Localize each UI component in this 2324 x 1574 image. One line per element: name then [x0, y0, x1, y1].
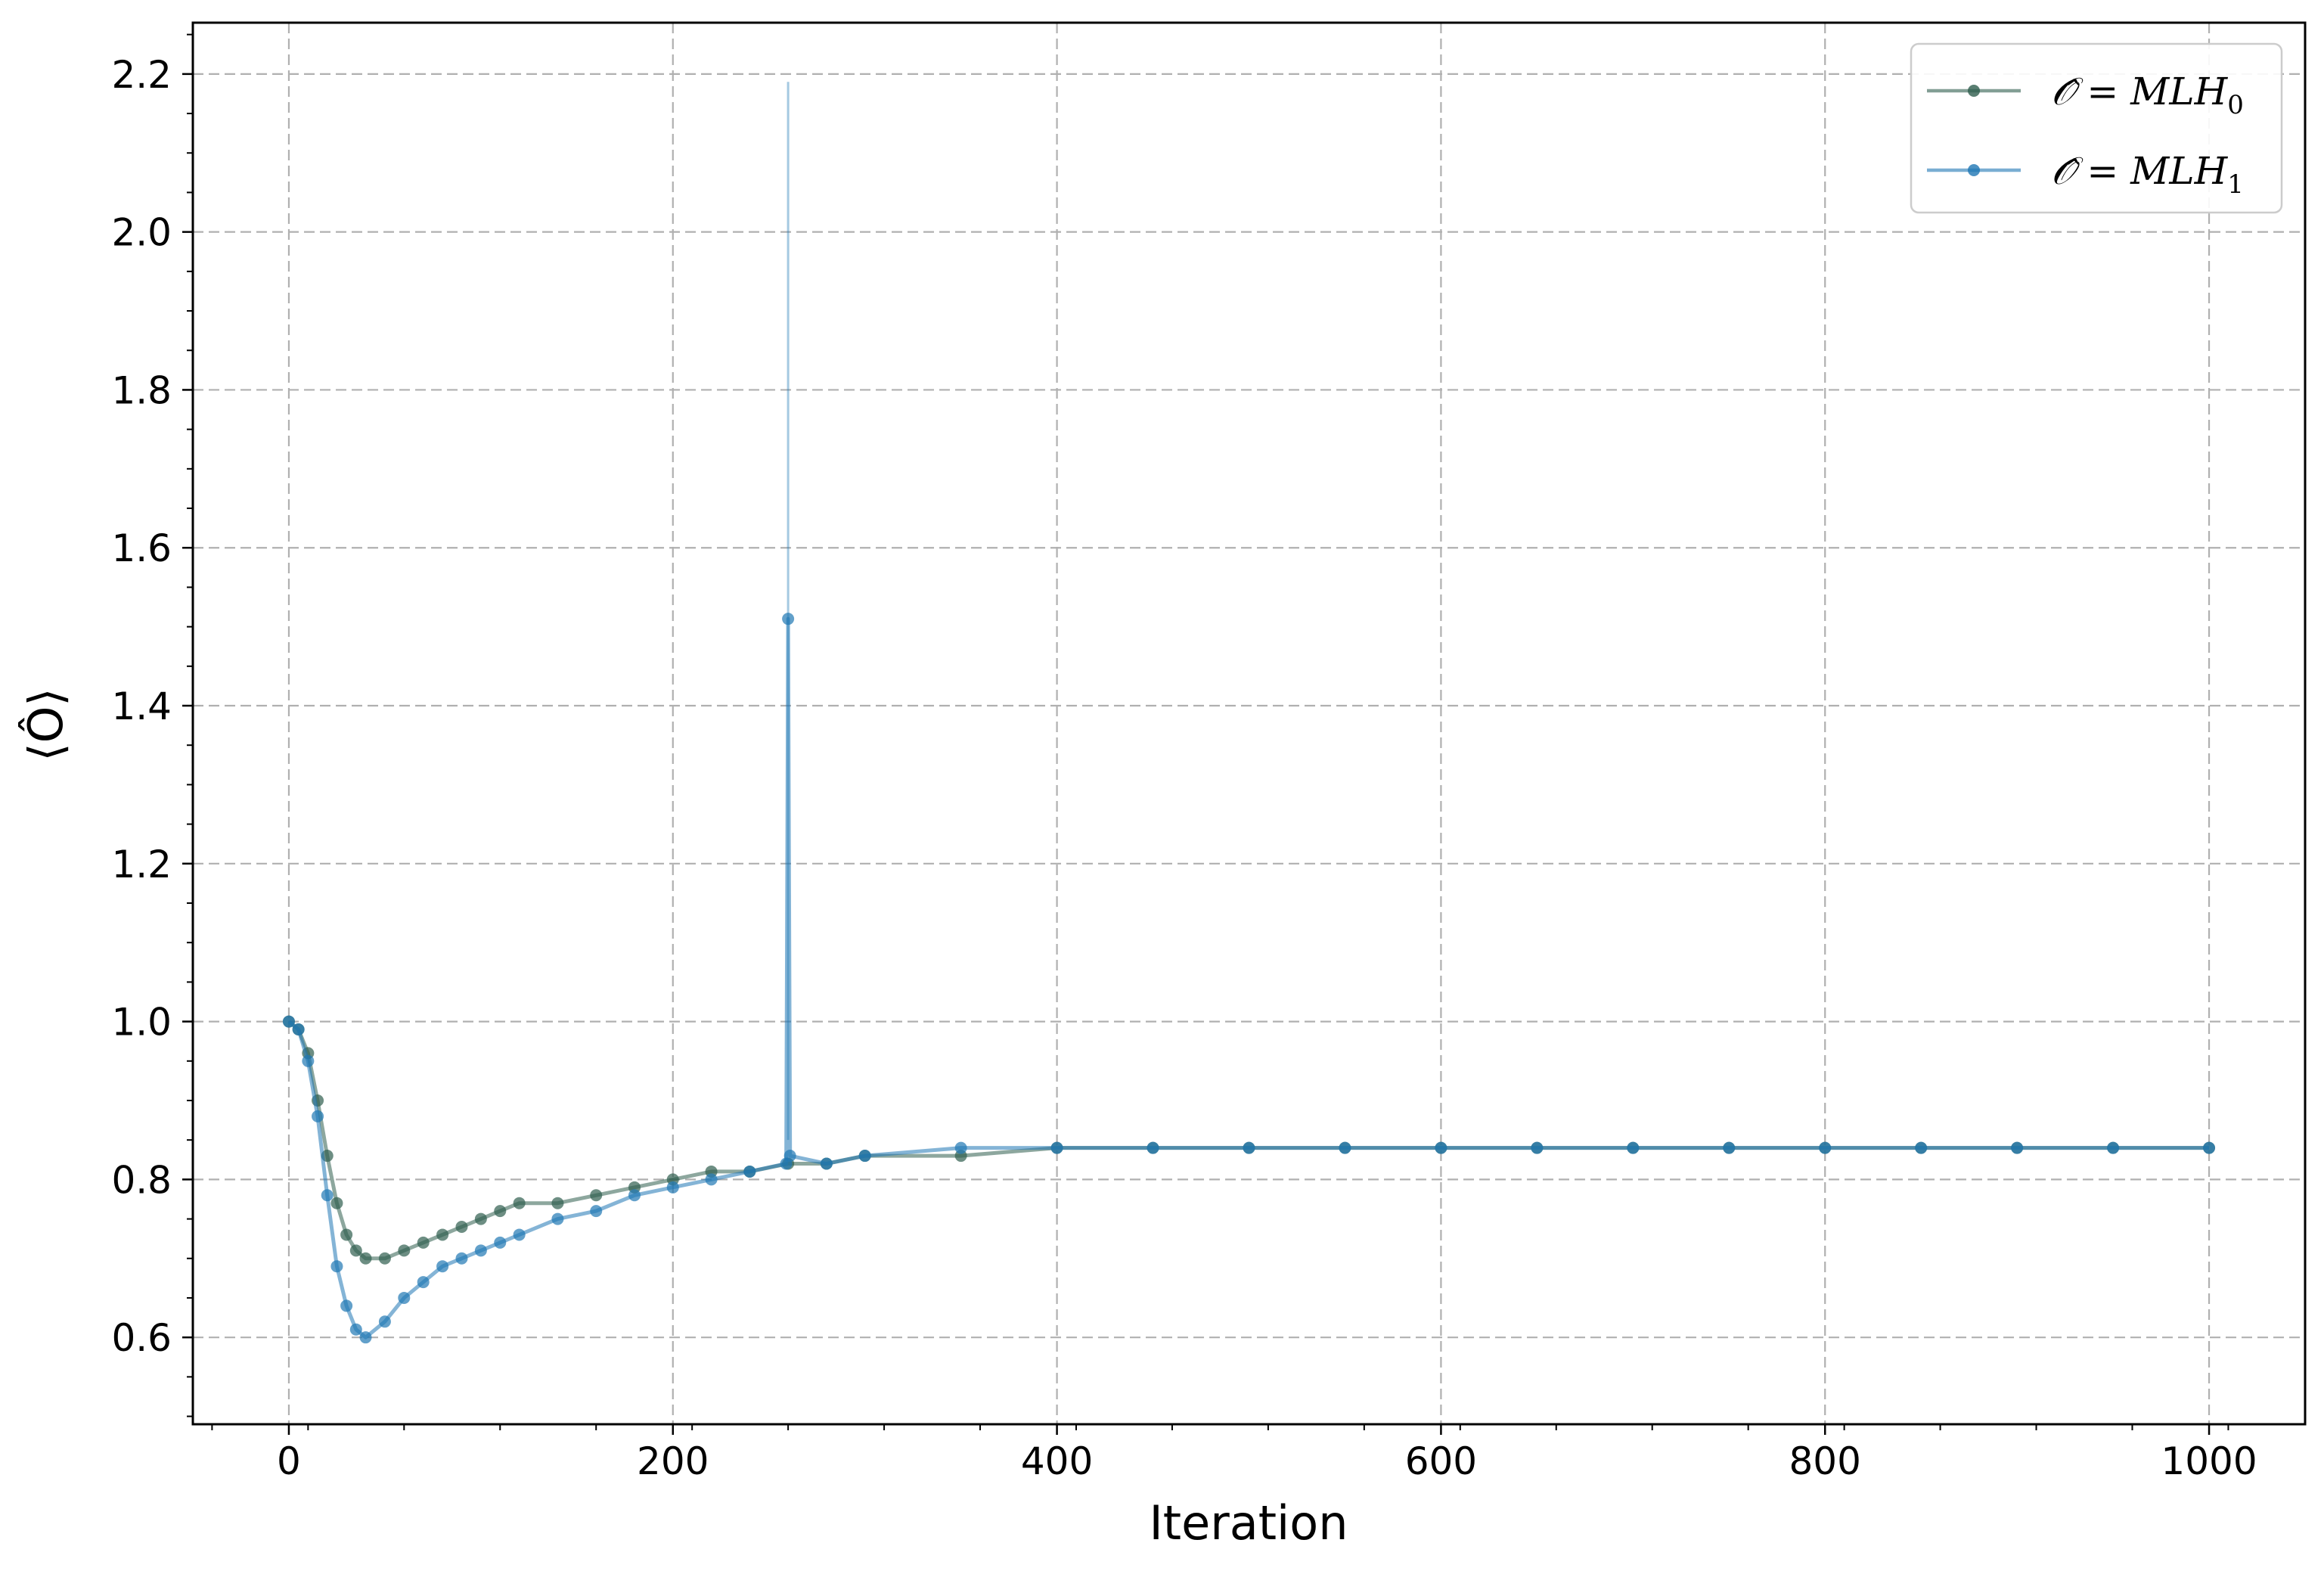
data-point-1	[417, 1276, 430, 1289]
data-point-1	[378, 1315, 391, 1328]
data-point-1	[359, 1331, 372, 1344]
data-point-1	[783, 1150, 796, 1163]
data-point-1	[2107, 1141, 2120, 1154]
data-point-1	[292, 1023, 305, 1036]
data-point-1	[2011, 1141, 2024, 1154]
x-tick-label: 200	[637, 1439, 709, 1483]
data-point-1	[1146, 1141, 1159, 1154]
data-point-1	[321, 1189, 334, 1202]
y-tick-label: 0.6	[111, 1316, 172, 1360]
legend-subscript-series-0: 0	[2227, 90, 2244, 120]
x-tick-label: 1000	[2161, 1439, 2257, 1483]
data-point-0	[359, 1252, 372, 1265]
data-point-0	[330, 1197, 343, 1209]
data-point-1	[2203, 1141, 2216, 1154]
y-tick-label: 1.0	[111, 1001, 172, 1045]
tick-labels: 0 200 400 600 800 1000 0.6 0.8 1.0 1.2 1.4 1.6 1.8 2.…	[111, 53, 2257, 1483]
y-tick-label: 1.4	[111, 685, 172, 728]
y-tick-label: 1.6	[111, 526, 172, 570]
legend-item-series-0: 𝒪̂ = MLH0	[1927, 70, 2244, 120]
data-point-0	[436, 1228, 449, 1241]
data-point-1	[1339, 1141, 1351, 1154]
data-point-1	[494, 1236, 507, 1249]
data-point-1	[1723, 1141, 1736, 1154]
grid	[193, 23, 2305, 1424]
data-point-0	[455, 1221, 468, 1234]
data-point-1	[398, 1291, 411, 1304]
series-1	[282, 82, 2216, 1344]
data-point-1	[302, 1054, 315, 1067]
y-tick-label: 2.0	[111, 211, 172, 255]
legend: 𝒪̂ = MLH0 𝒪̂ = MLH1	[1910, 42, 2283, 214]
data-point-0	[340, 1228, 353, 1241]
legend-marker-series-0	[1968, 85, 1980, 97]
legend-label-series-1: 𝒪̂ = MLH	[2051, 149, 2229, 193]
data-point-0	[349, 1244, 362, 1257]
data-point-1	[628, 1189, 641, 1202]
data-point-1	[954, 1141, 967, 1154]
x-tick-label: 0	[277, 1439, 301, 1483]
data-point-1	[590, 1205, 603, 1218]
y-tick-label: 0.8	[111, 1158, 172, 1202]
data-point-1	[1435, 1141, 1447, 1154]
data-point-1	[1915, 1141, 1928, 1154]
data-point-0	[398, 1244, 411, 1257]
data-point-0	[551, 1197, 564, 1209]
x-tick-label: 600	[1405, 1439, 1477, 1483]
data-point-1	[743, 1165, 756, 1178]
legend-label-series-0: 𝒪̂ = MLH	[2051, 70, 2229, 113]
data-point-0	[513, 1197, 526, 1209]
data-point-1	[782, 613, 795, 626]
data-point-0	[494, 1205, 507, 1218]
ticks	[182, 33, 2229, 1435]
data-point-1	[1627, 1141, 1640, 1154]
data-point-0	[378, 1252, 391, 1265]
y-tick-label: 1.8	[111, 368, 172, 412]
x-tick-label: 400	[1021, 1439, 1093, 1483]
legend-marker-series-1	[1968, 164, 1980, 176]
data-point-1	[1819, 1141, 1832, 1154]
data-point-1	[455, 1252, 468, 1265]
x-tick-label: 800	[1789, 1439, 1861, 1483]
data-point-1	[330, 1260, 343, 1273]
data-point-0	[590, 1189, 603, 1202]
data-point-1	[705, 1173, 718, 1186]
data-point-1	[858, 1150, 871, 1163]
svg-text:𝒪̂ = MLH1: 𝒪̂ = MLH1	[2051, 149, 2244, 200]
x-axis-title: Iteration	[1150, 1495, 1348, 1551]
legend-subscript-series-1: 1	[2227, 169, 2244, 200]
data-point-1	[436, 1260, 449, 1273]
data-point-1	[1050, 1141, 1063, 1154]
plot-frame	[191, 21, 2307, 1426]
y-tick-label: 2.2	[111, 53, 172, 97]
y-tick-label: 1.2	[111, 843, 172, 886]
svg-text:𝒪̂ = MLH0: 𝒪̂ = MLH0	[2051, 70, 2244, 120]
data-point-1	[340, 1299, 353, 1312]
data-point-0	[474, 1212, 487, 1225]
data-point-1	[282, 1015, 295, 1028]
data-point-1	[312, 1110, 324, 1122]
data-point-1	[474, 1244, 487, 1257]
data-point-0	[417, 1236, 430, 1249]
data-point-1	[349, 1323, 362, 1336]
data-point-1	[666, 1181, 679, 1194]
data-point-1	[513, 1228, 526, 1241]
data-point-1	[1531, 1141, 1544, 1154]
data-point-1	[820, 1157, 833, 1170]
legend-item-series-1: 𝒪̂ = MLH1	[1927, 149, 2244, 200]
series-layer	[282, 82, 2216, 1344]
data-point-1	[1243, 1141, 1255, 1154]
y-axis-title: ⟨Ô⟩	[18, 688, 73, 761]
data-point-1	[551, 1212, 564, 1225]
